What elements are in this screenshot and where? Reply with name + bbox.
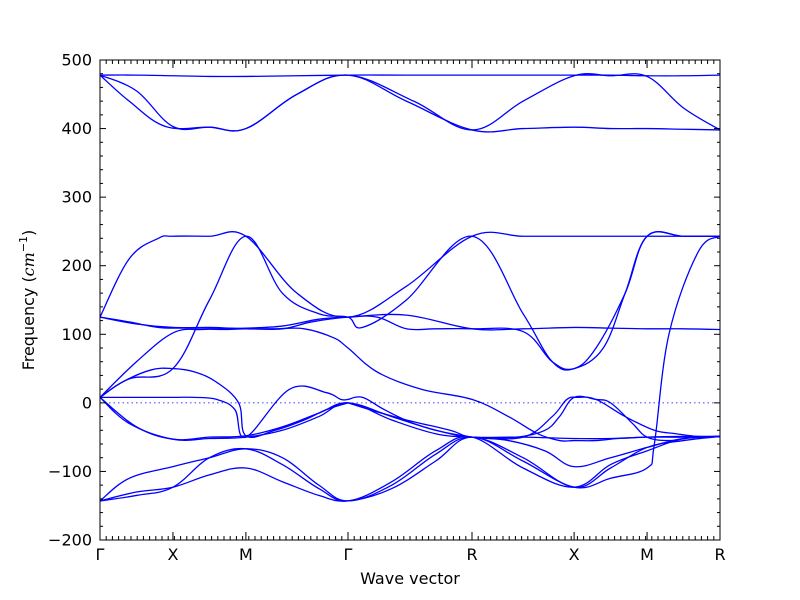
band-lines [99,73,721,502]
band-line-15 [99,435,721,502]
y-axis-label: Frequency (cm−1) [17,230,38,371]
y-tick-label: 200 [61,256,92,275]
band-line-12 [347,395,721,442]
band-line-16 [99,235,721,502]
x-axis-label: Wave vector [360,569,460,588]
y-axis-label-suffix: ) [19,230,38,236]
band-line-6 [99,231,720,371]
y-tick-labels: 500 400 300 200 100 0 −100 −200 [48,51,92,550]
axis-ticks [99,59,721,541]
band-line-4 [99,231,720,318]
band-line-3 [99,74,721,133]
band-line-7 [99,327,721,442]
x-tick-label: Γ [344,545,353,564]
x-tick-label: X [167,545,178,564]
y-tick-label: 100 [61,325,92,344]
y-tick-label: 500 [61,51,92,70]
x-tick-label: M [239,545,253,564]
y-axis-label-prefix: Frequency ( [19,276,38,370]
band-line-9 [99,385,349,438]
band-line-8 [99,231,720,398]
x-tick-label: R [466,545,477,564]
y-axis-label-unit: cm [19,252,38,276]
band-line-17 [99,435,721,502]
plot-frame [99,59,721,541]
y-tick-label: 400 [61,119,92,138]
y-tick-label: 0 [82,393,92,412]
band-line-14 [99,396,721,468]
band-line-2 [99,73,721,132]
y-axis-label-exponent: −1 [17,236,30,252]
x-tick-label: M [640,545,654,564]
x-tick-label: R [714,545,725,564]
band-line-11 [99,367,349,439]
band-line-1 [99,74,721,78]
x-tick-label: Γ [96,545,105,564]
x-tick-label: X [569,545,580,564]
y-tick-label: −100 [48,462,92,481]
band-line-10 [347,396,721,440]
y-tick-label: −200 [48,531,92,550]
band-line-13 [99,396,721,441]
y-tick-label: 300 [61,188,92,207]
